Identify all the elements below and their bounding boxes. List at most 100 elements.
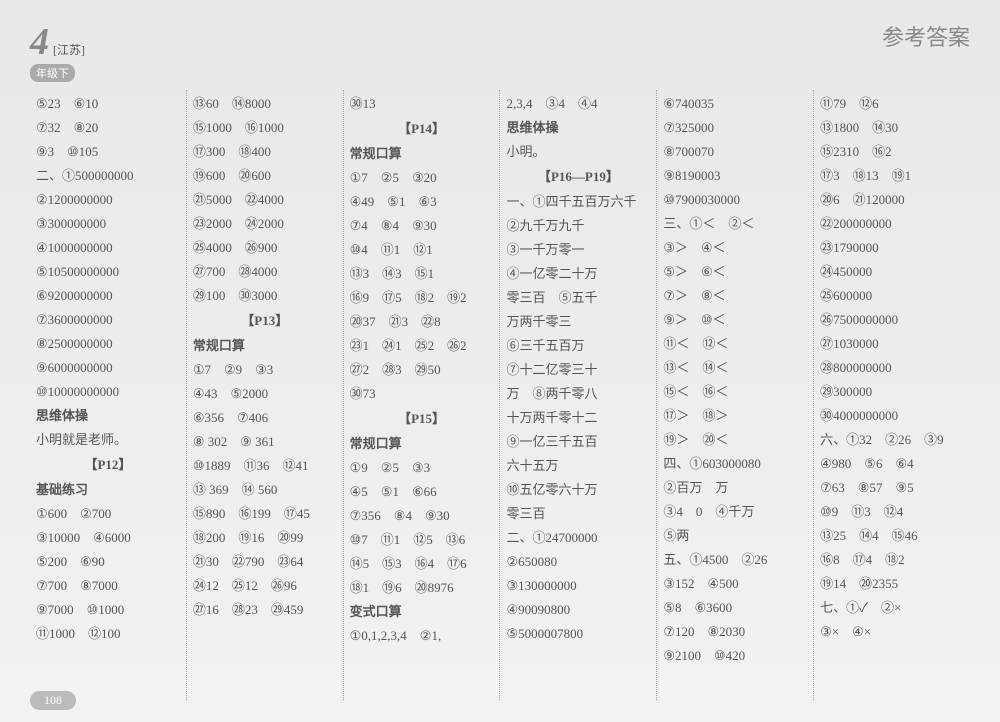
answer-line: ⑧2500000000 [36, 332, 180, 356]
answer-line: ⑩五亿零六十万 [506, 478, 650, 502]
answer-line: ③152 ④500 [663, 572, 807, 596]
answer-line: ⑤5000007800 [506, 622, 650, 646]
answer-line: ⑬1800 ⑭30 [820, 116, 964, 140]
answer-line: ②百万 万 [663, 476, 807, 500]
answer-line: ⑬60 ⑭8000 [193, 92, 337, 116]
answer-line: ㉑5000 ㉒4000 [193, 188, 337, 212]
answer-line: ⑨2100 ⑩420 [663, 644, 807, 668]
answer-line: ⑩7 ⑪1 ⑫5 ⑬6 [350, 528, 494, 552]
answer-line: ②九千万九千 [506, 214, 650, 238]
answer-line: ⑨8190003 [663, 164, 807, 188]
sub-heading: 常规口算 [193, 334, 337, 358]
section-heading: 【P15】 [350, 407, 494, 431]
answer-line: ⑨＞ ⑩＜ [663, 308, 807, 332]
answer-line: ㉗2 ㉘3 ㉙50 [350, 358, 494, 382]
answer-line: ⑦3600000000 [36, 308, 180, 332]
answer-line: ⑧700070 [663, 140, 807, 164]
answer-line: 小明就是老师。 [36, 428, 180, 452]
answer-line: ③10000 ④6000 [36, 526, 180, 550]
answer-columns: ⑤23 ⑥10⑦32 ⑧20⑨3 ⑩105二、①500000000②120000… [30, 90, 970, 700]
answer-line: ⑱200 ⑲16 ⑳99 [193, 526, 337, 550]
answer-line: 2,3,4 ③4 ④4 [506, 92, 650, 116]
answer-line: ②650080 [506, 550, 650, 574]
answer-line: ①7 ②9 ③3 [193, 358, 337, 382]
answer-line: 零三百 [506, 502, 650, 526]
answer-line: ⑩10000000000 [36, 380, 180, 404]
grade-label: 年级下 [30, 64, 75, 82]
section-heading: 【P14】 [350, 117, 494, 141]
answer-line: ⑬ 369 ⑭ 560 [193, 478, 337, 502]
answer-line: ⑯8 ⑰4 ⑱2 [820, 548, 964, 572]
answer-line: ⑦63 ⑧57 ⑨5 [820, 476, 964, 500]
section-heading: 【P16—P19】 [506, 165, 650, 189]
answer-line: 七、①✓ ②× [820, 596, 964, 620]
answer-line: ㉘800000000 [820, 356, 964, 380]
answer-line: ⑩4 ⑪1 ⑫1 [350, 238, 494, 262]
answer-line: ⑥740035 [663, 92, 807, 116]
page-container: 4 [江苏] 年级下 参考答案 ⑤23 ⑥10⑦32 ⑧20⑨3 ⑩105二、①… [0, 0, 1000, 722]
answer-line: ⑰＞ ⑱＞ [663, 404, 807, 428]
answer-line: ⑦＞ ⑧＜ [663, 284, 807, 308]
column: ㉚13【P14】常规口算①7 ②5 ③20④49 ⑤1 ⑥3⑦4 ⑧4 ⑨30⑩… [344, 90, 501, 700]
answer-line: ⑤两 [663, 524, 807, 548]
answer-line: 十万两千零十二 [506, 406, 650, 430]
answer-line: ③4 0 ④千万 [663, 500, 807, 524]
answer-line: ⑥356 ⑦406 [193, 406, 337, 430]
answer-line: ⑦十二亿零三十 [506, 358, 650, 382]
sub-heading: 变式口算 [350, 600, 494, 624]
answer-line: ⑯9 ⑰5 ⑱2 ⑲2 [350, 286, 494, 310]
column: ⑬60 ⑭8000⑮1000 ⑯1000⑰300 ⑱400⑲600 ⑳600㉑5… [187, 90, 344, 700]
answer-line: ③× ④× [820, 620, 964, 644]
answer-line: ⑦325000 [663, 116, 807, 140]
answer-line: ㉓1790000 [820, 236, 964, 260]
answer-line: ④43 ⑤2000 [193, 382, 337, 406]
answer-line: ㉗16 ㉘23 ㉙459 [193, 598, 337, 622]
answer-line: ㉗1030000 [820, 332, 964, 356]
answer-line: ㉚73 [350, 382, 494, 406]
answer-line: ①600 ②700 [36, 502, 180, 526]
answer-line: ㉕4000 ㉖900 [193, 236, 337, 260]
answer-line: ⑩9 ⑪3 ⑫4 [820, 500, 964, 524]
answer-line: ③300000000 [36, 212, 180, 236]
answer-line: ⑰3 ⑱13 ⑲1 [820, 164, 964, 188]
column: 2,3,4 ③4 ④4思维体操小明。【P16—P19】一、①四千五百万六千②九千… [500, 90, 657, 700]
answer-line: 小明。 [506, 140, 650, 164]
answer-line: ⑤＞ ⑥＜ [663, 260, 807, 284]
section-heading: 【P13】 [193, 309, 337, 333]
answer-line: ㉓2000 ㉔2000 [193, 212, 337, 236]
answer-line: ⑤8 ⑥3600 [663, 596, 807, 620]
answer-line: ⑬25 ⑭4 ⑮46 [820, 524, 964, 548]
answer-line: ⑦32 ⑧20 [36, 116, 180, 140]
answer-line: ㉔12 ㉕12 ㉖96 [193, 574, 337, 598]
answer-line: ①0,1,2,3,4 ②1, [350, 624, 494, 648]
answer-line: ④1000000000 [36, 236, 180, 260]
answer-line: 万 ⑧两千零八 [506, 382, 650, 406]
answer-line: ⑨7000 ⑩1000 [36, 598, 180, 622]
answer-line: ⑲＞ ⑳＜ [663, 428, 807, 452]
answer-line: 二、①500000000 [36, 164, 180, 188]
answer-line: ⑦4 ⑧4 ⑨30 [350, 214, 494, 238]
answer-line: ㉙300000 [820, 380, 964, 404]
answer-line: ㉓1 ㉔1 ㉕2 ㉖2 [350, 334, 494, 358]
answer-line: ①7 ②5 ③20 [350, 166, 494, 190]
grade-badge: 4 [江苏] 年级下 [30, 20, 85, 82]
answer-line: ⑥9200000000 [36, 284, 180, 308]
section-heading: 【P12】 [36, 453, 180, 477]
sub-heading: 思维体操 [506, 116, 650, 140]
answer-line: ㉔450000 [820, 260, 964, 284]
answer-line: ③130000000 [506, 574, 650, 598]
answer-line: ㉖7500000000 [820, 308, 964, 332]
answer-line: ⑦700 ⑧7000 [36, 574, 180, 598]
answer-line: ⑦356 ⑧4 ⑨30 [350, 504, 494, 528]
answer-line: ㉕600000 [820, 284, 964, 308]
answer-line: 六、①32 ②26 ③9 [820, 428, 964, 452]
answer-line: ④90090800 [506, 598, 650, 622]
answer-line: ㉒200000000 [820, 212, 964, 236]
answer-line: 一、①四千五百万六千 [506, 190, 650, 214]
sub-heading: 思维体操 [36, 404, 180, 428]
answer-line: ⑬＜ ⑭＜ [663, 356, 807, 380]
answer-line: ㉑30 ㉒790 ㉓64 [193, 550, 337, 574]
answer-line: ④5 ⑤1 ⑥66 [350, 480, 494, 504]
sub-heading: 常规口算 [350, 142, 494, 166]
answer-line: 二、①24700000 [506, 526, 650, 550]
